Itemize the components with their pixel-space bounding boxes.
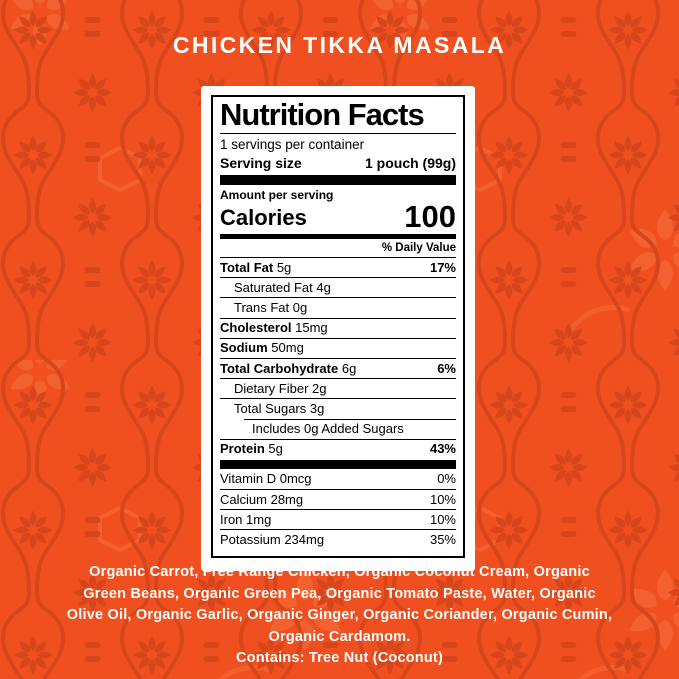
calories-row: Calories 100: [220, 199, 456, 234]
nutrient-name: Saturated Fat: [234, 279, 313, 295]
ingredients-line: Green Beans, Organic Green Pea, Organic …: [83, 585, 596, 602]
servings-per-container: 1 servings per container: [220, 137, 365, 152]
thick-divider-bar: [220, 175, 456, 185]
nutrient-row-protein: Protein 5g 43%: [220, 438, 456, 459]
vitamin-row-calcium: Calcium 28mg 10%: [220, 489, 456, 509]
ingredients-line: Olive Oil, Organic Garlic, Organic Ginge…: [66, 607, 613, 624]
ingredients-line: Organic Cardamom.: [268, 628, 411, 645]
nutrient-name: Iron: [220, 511, 243, 527]
nutrient-dv: 35%: [429, 532, 456, 548]
nutrient-name: Protein: [220, 441, 265, 457]
amount-per-serving-label: Amount per serving: [220, 188, 334, 202]
nutrient-name: Calcium: [220, 491, 267, 507]
nutrient-name: Includes 0g Added Sugars: [252, 421, 404, 437]
nutrient-dv: 43%: [429, 441, 456, 457]
nutrient-row-added-sugars: Includes 0g Added Sugars: [244, 420, 456, 439]
nutrient-name: Vitamin D: [220, 471, 277, 487]
nutrient-amount: 1mg: [246, 511, 272, 527]
nutrition-facts-box: Nutrition Facts 1 servings per container…: [211, 95, 465, 558]
nutrient-dv: 10%: [429, 511, 456, 527]
product-title: CHICKEN TIKKA MASALA: [172, 32, 507, 58]
nutrient-name: Total Sugars: [234, 400, 307, 416]
nutrient-amount: 28mg: [270, 491, 304, 507]
nutrient-amount: 2g: [312, 380, 327, 396]
nutrient-amount: 5g: [268, 441, 283, 457]
nutrient-amount: 15mg: [295, 320, 328, 336]
nutrient-dv: 6%: [437, 360, 456, 376]
serving-size-value: 1 pouch (99g): [364, 155, 456, 171]
divider: [220, 133, 456, 134]
calories-value: 100: [404, 199, 456, 234]
nutrition-facts-title: Nutrition Facts: [220, 97, 425, 132]
nutrient-row-sodium: Sodium 50mg: [220, 337, 456, 358]
thick-divider-bar: [220, 459, 456, 469]
nutrient-dv: 17%: [429, 259, 456, 275]
daily-value-header: % Daily Value: [220, 239, 456, 258]
serving-size-label: Serving size: [220, 155, 302, 171]
nutrient-row-total-sugars: Total Sugars 3g: [220, 398, 456, 418]
vitamin-row-potassium: Potassium 234mg 35%: [220, 529, 456, 549]
nutrient-name: Trans Fat: [234, 299, 290, 315]
nutrient-amount: 234mg: [284, 532, 325, 548]
nutrient-row-dietary-fiber: Dietary Fiber 2g: [220, 378, 456, 398]
added-sugars-inset: Includes 0g Added Sugars: [244, 418, 456, 439]
nutrient-row-total-carbohydrate: Total Carbohydrate 6g 6%: [220, 357, 456, 378]
nutrient-row-cholesterol: Cholesterol 15mg: [220, 317, 456, 338]
contains-statement: Contains: Tree Nut (Coconut): [236, 650, 443, 667]
nutrient-dv: 0%: [437, 471, 456, 487]
nutrient-amount: 3g: [309, 400, 325, 416]
nutrient-name: Cholesterol: [220, 320, 292, 336]
nutrient-name: Dietary Fiber: [234, 380, 309, 396]
ingredients-line: Organic Carrot, Free Range Chicken, Orga…: [89, 564, 590, 580]
medium-divider-bar: [220, 234, 456, 239]
nutrient-amount: 50mg: [271, 340, 304, 356]
vitamin-row-vitamin-d: Vitamin D 0mcg 0%: [220, 470, 456, 489]
nutrient-amount: 5g: [276, 259, 292, 275]
nutrient-row-saturated-fat: Saturated Fat 4g: [220, 277, 456, 297]
nutrient-name: Sodium: [220, 340, 268, 356]
nutrition-label-card: Nutrition Facts 1 servings per container…: [201, 86, 475, 571]
nutrient-row-trans-fat: Trans Fat 0g: [220, 297, 456, 317]
nutrient-dv: 10%: [429, 491, 456, 507]
vitamin-row-iron: Iron 1mg 10%: [220, 509, 456, 529]
nutrient-name: Potassium: [220, 532, 281, 548]
nutrient-name: Total Fat: [220, 259, 274, 275]
nutrient-amount: 0g: [292, 299, 308, 315]
nutrient-amount: 4g: [316, 279, 331, 295]
ingredients-block: Organic Carrot, Free Range Chicken, Orga…: [0, 562, 679, 670]
serving-size-row: Serving size 1 pouch (99g): [220, 153, 456, 175]
nutrient-amount: 6g: [341, 360, 357, 376]
nutrient-row-total-fat: Total Fat 5g 17%: [220, 258, 456, 277]
nutrient-amount: 0mcg: [279, 471, 312, 487]
calories-label: Calories: [220, 205, 307, 230]
nutrient-name: Total Carbohydrate: [220, 360, 339, 376]
